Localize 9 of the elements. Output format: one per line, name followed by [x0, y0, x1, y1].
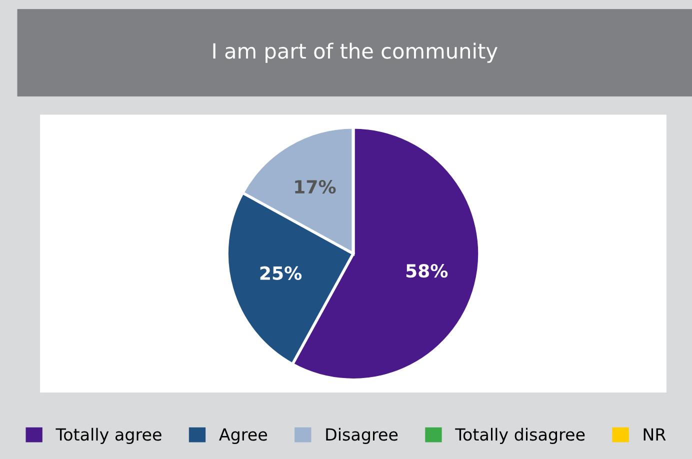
chart-title: I am part of the community: [213, 42, 498, 63]
data-label: 58%: [406, 264, 448, 278]
data-label: 25%: [260, 266, 302, 280]
legend-label: Agree: [219, 428, 267, 444]
legend-label: NR: [644, 428, 666, 441]
data-label: 17%: [295, 180, 336, 194]
legend-label: Totally agree: [56, 428, 162, 444]
legend-label: Totally disagree: [455, 428, 585, 444]
legend-label: Disagree: [326, 428, 398, 444]
